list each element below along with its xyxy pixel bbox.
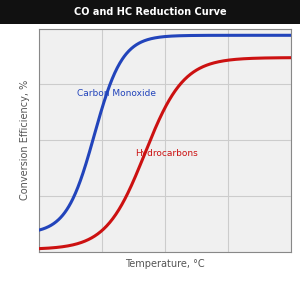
- X-axis label: Temperature, °C: Temperature, °C: [125, 259, 205, 269]
- Text: Hydrocarbons: Hydrocarbons: [135, 149, 197, 158]
- Text: Carbon Monoxide: Carbon Monoxide: [77, 89, 156, 98]
- Text: CO and HC Reduction Curve: CO and HC Reduction Curve: [74, 7, 226, 17]
- Y-axis label: Conversion Efficiency, %: Conversion Efficiency, %: [20, 80, 30, 200]
